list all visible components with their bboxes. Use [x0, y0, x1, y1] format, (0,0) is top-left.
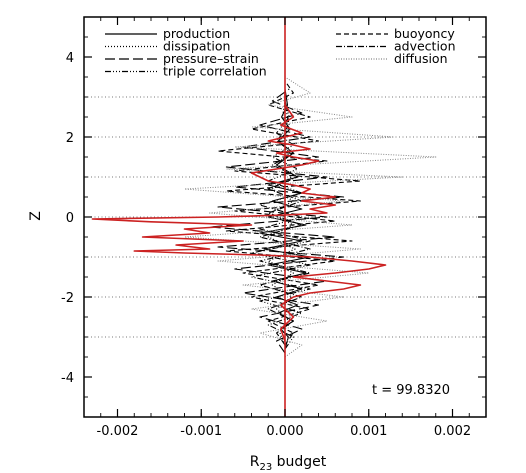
legend-label: pressure–strain [163, 51, 259, 66]
x-axis-label-subscript: 23 [259, 462, 272, 473]
legend-label: advection [394, 39, 456, 54]
legend: productiondissipationpressure–straintrip… [105, 26, 456, 79]
y-tick-label: -2 [61, 291, 74, 306]
reference-lines [84, 96, 486, 338]
x-tick-label: 0.002 [434, 424, 471, 439]
series-total [91, 93, 387, 342]
x-tick-label: -0.001 [180, 424, 222, 439]
x-axis-label: R23 budget [250, 454, 327, 473]
series-advection [259, 104, 311, 346]
y-tick-label: 0 [66, 211, 74, 226]
y-axis-label: Z [28, 211, 44, 221]
series-pressure-strain [209, 88, 345, 354]
y-tick-label: -4 [61, 371, 74, 386]
y-tick-label: 2 [66, 131, 74, 146]
series-triple-correlation [250, 100, 311, 350]
axis-ticks: -0.002 -0.001 0.000 0.001 0.002 -4 -2 0 2 4 [61, 17, 486, 439]
x-tick-label: 0.000 [266, 424, 303, 439]
legend-label: triple correlation [163, 64, 267, 79]
x-axis-label-main: R [250, 454, 260, 470]
y-tick-label: 4 [66, 51, 74, 66]
series-production [259, 88, 311, 350]
x-axis-label-rest: budget [272, 454, 327, 470]
time-annotation: t = 99.8320 [372, 383, 450, 398]
series-diffusion [184, 76, 437, 358]
legend-label: dissipation [163, 39, 230, 54]
legend-label: buoyoncy [394, 26, 455, 41]
series-lines [91, 76, 437, 358]
x-tick-label: -0.002 [97, 424, 139, 439]
legend-label: diffusion [394, 51, 448, 66]
legend-label: production [163, 26, 230, 41]
x-tick-label: 0.001 [350, 424, 387, 439]
